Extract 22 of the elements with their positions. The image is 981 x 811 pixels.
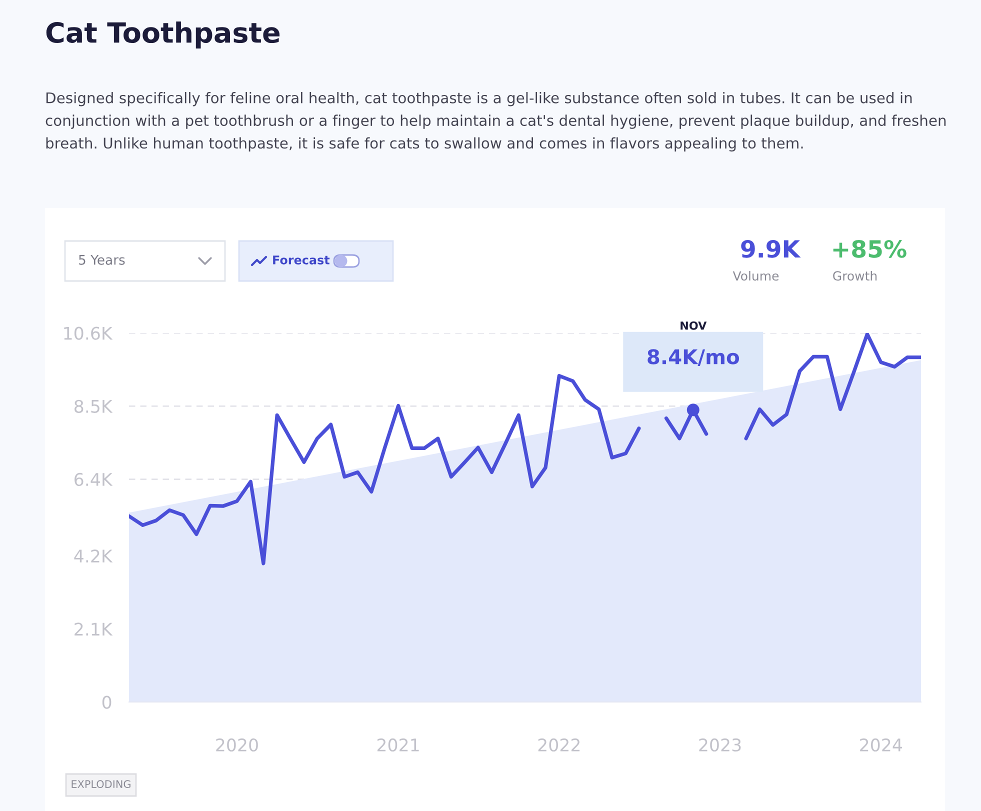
text: Growth — [833, 270, 877, 281]
text: 5 Years — [79, 255, 125, 265]
text: +85% — [833, 240, 906, 258]
text: EXPLODING — [72, 780, 130, 788]
x-tick-label: 2024 — [860, 738, 902, 752]
y-tick-label: 0 — [102, 696, 112, 709]
y-tick-label: 8.5K — [74, 400, 113, 413]
x-tick-label: 2020 — [216, 738, 258, 752]
text: Volume — [732, 270, 779, 281]
x-tick-label: 2021 — [377, 738, 419, 752]
y-tick-label: 6.4K — [74, 472, 113, 486]
x-tick-label: 2023 — [699, 738, 741, 752]
y-tick-label: 10.6K — [64, 326, 113, 340]
chart-subtitle: Designed specifically for feline oral health, cat toothpaste is a gel-like substance often sold in tubes. It can be used in conjunction with a pet toothbrush or a finger to help maintain a cat's dental hygiene, prevent plaque buildup, and freshen breath. Unlike human toothpaste, it is safe for cats to swallow and comes in flavors appealing to them. — [46, 92, 946, 152]
text: 9.9K — [741, 240, 801, 258]
x-tick-label: 2022 — [538, 738, 580, 752]
text: NOV — [680, 321, 707, 330]
chart-title: Cat Toothpaste — [46, 22, 280, 48]
y-tick-label: 2.1K — [74, 622, 113, 636]
y-tick-label: 4.2K — [74, 550, 113, 562]
annotation: 8.4K/mo — [648, 349, 740, 366]
text: Forecast — [273, 256, 330, 264]
